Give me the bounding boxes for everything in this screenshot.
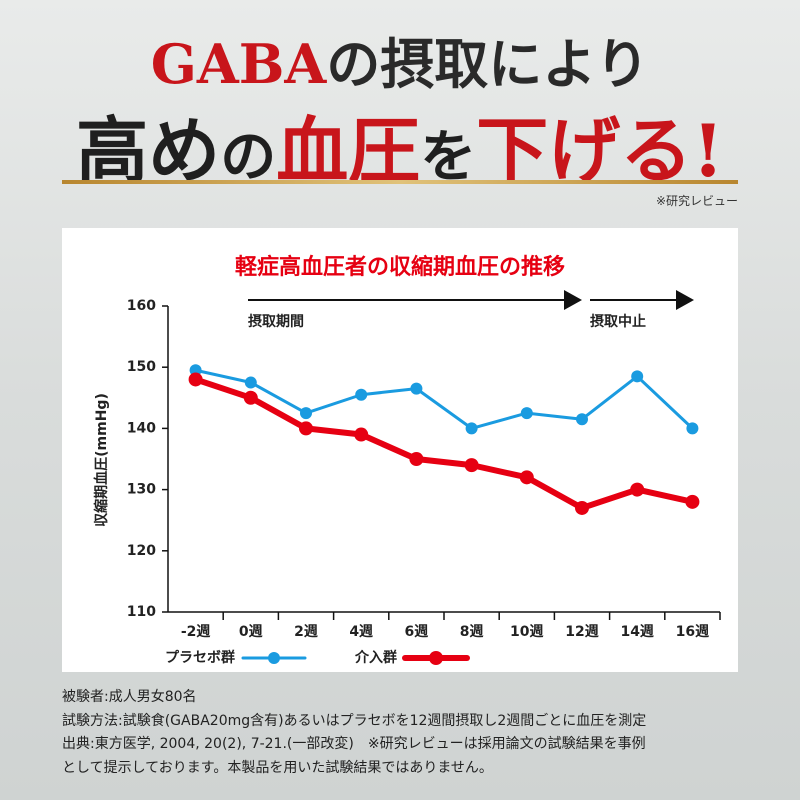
data-point: [355, 388, 368, 401]
data-point: [244, 376, 257, 389]
data-point: [465, 422, 478, 435]
x-tick-label: 10週: [510, 624, 543, 640]
data-point: [410, 382, 423, 395]
headline-part: 下げる!: [476, 108, 724, 193]
y-tick-label: 150: [127, 359, 156, 375]
legend-marker: [429, 651, 443, 665]
footnotes: 被験者:成人男女80名 試験方法:試験食(GABA20mg含有)あるいはプラセボ…: [62, 686, 646, 780]
data-point: [686, 422, 699, 435]
y-tick-label: 130: [127, 482, 156, 498]
annotation: 摂取期間: [248, 313, 304, 330]
headline-1: GABAの摂取により: [0, 20, 800, 99]
data-point: [630, 482, 645, 497]
x-tick-label: 6週: [405, 624, 429, 640]
legend-label: 介入群: [354, 649, 397, 666]
footnote: として提示しております。本製品を用いた試験結果ではありません。: [62, 759, 493, 776]
y-tick-label: 140: [127, 420, 156, 436]
headline-part: の: [220, 124, 277, 190]
headline-part: の摂取により: [326, 32, 650, 96]
data-point: [576, 413, 588, 426]
data-point: [685, 494, 700, 509]
data-point: [464, 458, 479, 473]
header: GABAの摂取により 高めの血圧を下げる! ※研究レビュー: [0, 0, 800, 230]
data-point: [631, 370, 644, 383]
series-line: [195, 368, 694, 430]
x-tick-label: 8週: [460, 624, 484, 640]
y-tick-label: 120: [127, 543, 156, 559]
series-line: [194, 376, 694, 511]
data-point: [354, 427, 369, 442]
data-point: [300, 407, 312, 420]
x-tick-label: 12週: [565, 624, 598, 640]
headline-part: を: [420, 124, 477, 190]
annotation: 摂取中止: [590, 313, 646, 330]
note: ※研究レビュー: [655, 194, 738, 208]
data-point: [188, 372, 203, 387]
arrow-head: [564, 290, 582, 310]
data-point: [243, 390, 258, 405]
chart-title: 軽症高血圧者の収縮期血圧の推移: [235, 254, 565, 280]
legend-marker: [268, 652, 280, 664]
footnote: 出典:東方医学, 2004, 20(2), 7-21.(一部改変) ※研究レビュ…: [62, 736, 646, 752]
x-tick-label: 4週: [349, 624, 373, 640]
data-point: [519, 470, 534, 485]
headline-part: 高め: [76, 108, 221, 193]
headline-part: GABA: [150, 32, 327, 96]
headline-2: 高めの血圧を下げる!: [0, 92, 800, 197]
footnote: 試験方法:試験食(GABA20mg含有)あるいはプラセボを12週間摂取し2週間ご…: [62, 712, 647, 729]
x-tick-label: 2週: [294, 624, 318, 640]
y-axis-label: 収縮期血圧(mmHg): [93, 393, 110, 527]
y-tick-label: 110: [127, 604, 156, 620]
headline-part: 血圧: [276, 108, 421, 193]
legend-label: プラセボ群: [165, 649, 235, 666]
data-point: [575, 500, 589, 515]
x-tick-label: 14週: [620, 624, 653, 640]
data-point: [409, 452, 424, 466]
arrow-head: [676, 290, 694, 310]
data-point: [299, 421, 313, 436]
data-point: [520, 407, 533, 420]
divider: [62, 180, 738, 184]
footnote: 被験者:成人男女80名: [62, 689, 197, 705]
x-tick-label: 16週: [676, 624, 709, 640]
y-tick-label: 160: [127, 298, 156, 314]
x-tick-label: -2週: [181, 624, 211, 640]
x-tick-label: 0週: [239, 624, 263, 640]
